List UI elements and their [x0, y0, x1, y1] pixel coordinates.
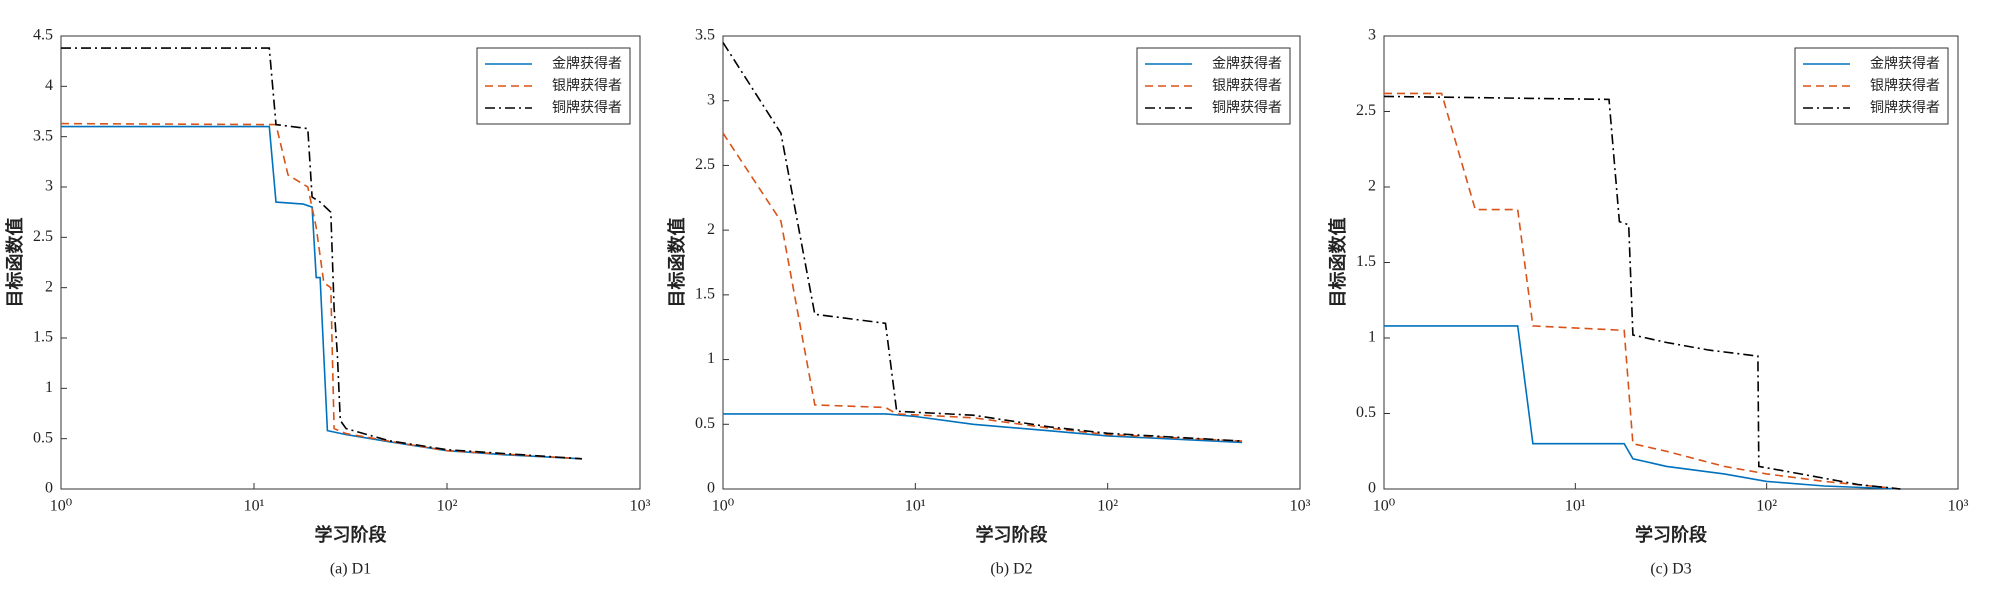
y-tick-label: 1 — [45, 379, 53, 396]
y-tick-label: 4.5 — [33, 27, 53, 44]
y-axis-label: 目标函数值 — [4, 218, 26, 308]
y-tick-label: 0 — [1368, 480, 1376, 497]
caption: (a) D1 — [330, 561, 371, 578]
series-line — [722, 42, 1243, 442]
x-axis-label: 学习阶段 — [315, 524, 388, 546]
y-tick-label: 1 — [1368, 329, 1376, 346]
series-line — [1383, 95, 1901, 490]
subplot: 0 0.5 1 1.5 2 2.5 3 10⁰ 10¹ 10² 10³ 学习阶段 目标函数值 (c) D3… — [1327, 27, 1969, 578]
caption: (c) D3 — [1650, 561, 1691, 578]
x-axis-label: 学习阶段 — [976, 524, 1049, 546]
y-tick-label: 3.5 — [695, 27, 715, 44]
caption: (b) D2 — [990, 561, 1032, 578]
axes-frame — [722, 35, 1301, 490]
y-tick-label: 0 — [707, 480, 715, 497]
x-tick-label: 10¹ — [905, 498, 926, 515]
legend-label: 金牌获得者 — [1870, 55, 1940, 72]
legend-label: 铜牌获得者 — [1870, 99, 1940, 116]
series-line — [1384, 92, 1901, 490]
y-tick-label: 2 — [45, 278, 53, 295]
legend-label: 银牌获得者 — [552, 77, 622, 94]
subplot: 0 0.5 1 1.5 2 2.5 3 3.5 4 4.5 10⁰ 10¹ 10² 10³ 学习阶段 目标函数… — [4, 27, 651, 578]
legend-label: 金牌获得者 — [552, 55, 622, 72]
x-tick-label: 10⁰ — [1373, 498, 1395, 515]
y-tick-label: 1.5 — [695, 286, 715, 303]
y-tick-label: 1 — [707, 350, 715, 367]
y-tick-label: 2.5 — [695, 156, 715, 173]
y-tick-label: 3 — [45, 178, 53, 195]
y-tick-label: 0.5 — [33, 429, 53, 446]
x-tick-label: 10² — [1097, 498, 1118, 515]
x-tick-label: 10³ — [630, 498, 651, 515]
x-tick-label: 10² — [437, 498, 458, 515]
legend-label: 铜牌获得者 — [1212, 99, 1282, 116]
series-line — [722, 132, 1243, 442]
legend-label: 铜牌获得者 — [552, 99, 622, 116]
x-tick-label: 10⁰ — [50, 498, 72, 515]
x-tick-label: 10¹ — [1565, 498, 1586, 515]
x-tick-label: 10¹ — [244, 498, 265, 515]
legend-label: 金牌获得者 — [1212, 55, 1282, 72]
y-axis-label: 目标函数值 — [666, 218, 688, 308]
y-tick-label: 2 — [707, 221, 715, 238]
x-tick-label: 10³ — [1290, 498, 1311, 515]
y-tick-label: 2.5 — [33, 228, 53, 245]
y-tick-label: 0.5 — [1356, 404, 1376, 421]
x-tick-label: 10² — [1756, 498, 1777, 515]
x-tick-label: 10⁰ — [712, 498, 734, 515]
legend-label: 银牌获得者 — [1212, 77, 1282, 94]
y-tick-label: 4 — [45, 77, 53, 94]
y-tick-label: 2.5 — [1356, 102, 1376, 119]
subplot: 0 0.5 1 1.5 2 2.5 3 3.5 10⁰ 10¹ 10² 10³ 学习阶段 目标函数值 (b)… — [666, 27, 1311, 578]
x-axis-label: 学习阶段 — [1635, 524, 1708, 546]
y-tick-label: 2 — [1368, 178, 1376, 195]
series-line — [1384, 325, 1901, 490]
y-tick-label: 0.5 — [695, 415, 715, 432]
y-tick-label: 3 — [1368, 27, 1376, 44]
y-tick-label: 3 — [707, 91, 715, 108]
x-tick-label: 10³ — [1948, 498, 1969, 515]
y-tick-label: 3.5 — [33, 127, 53, 144]
series-line — [61, 47, 582, 460]
y-axis-label: 目标函数值 — [1327, 218, 1349, 308]
series-line — [723, 413, 1243, 444]
y-tick-label: 0 — [45, 480, 53, 497]
legend-label: 银牌获得者 — [1870, 77, 1940, 94]
y-tick-label: 1.5 — [33, 329, 53, 346]
axes-frame — [60, 35, 641, 490]
y-tick-label: 1.5 — [1356, 253, 1376, 270]
series-line — [61, 125, 582, 460]
